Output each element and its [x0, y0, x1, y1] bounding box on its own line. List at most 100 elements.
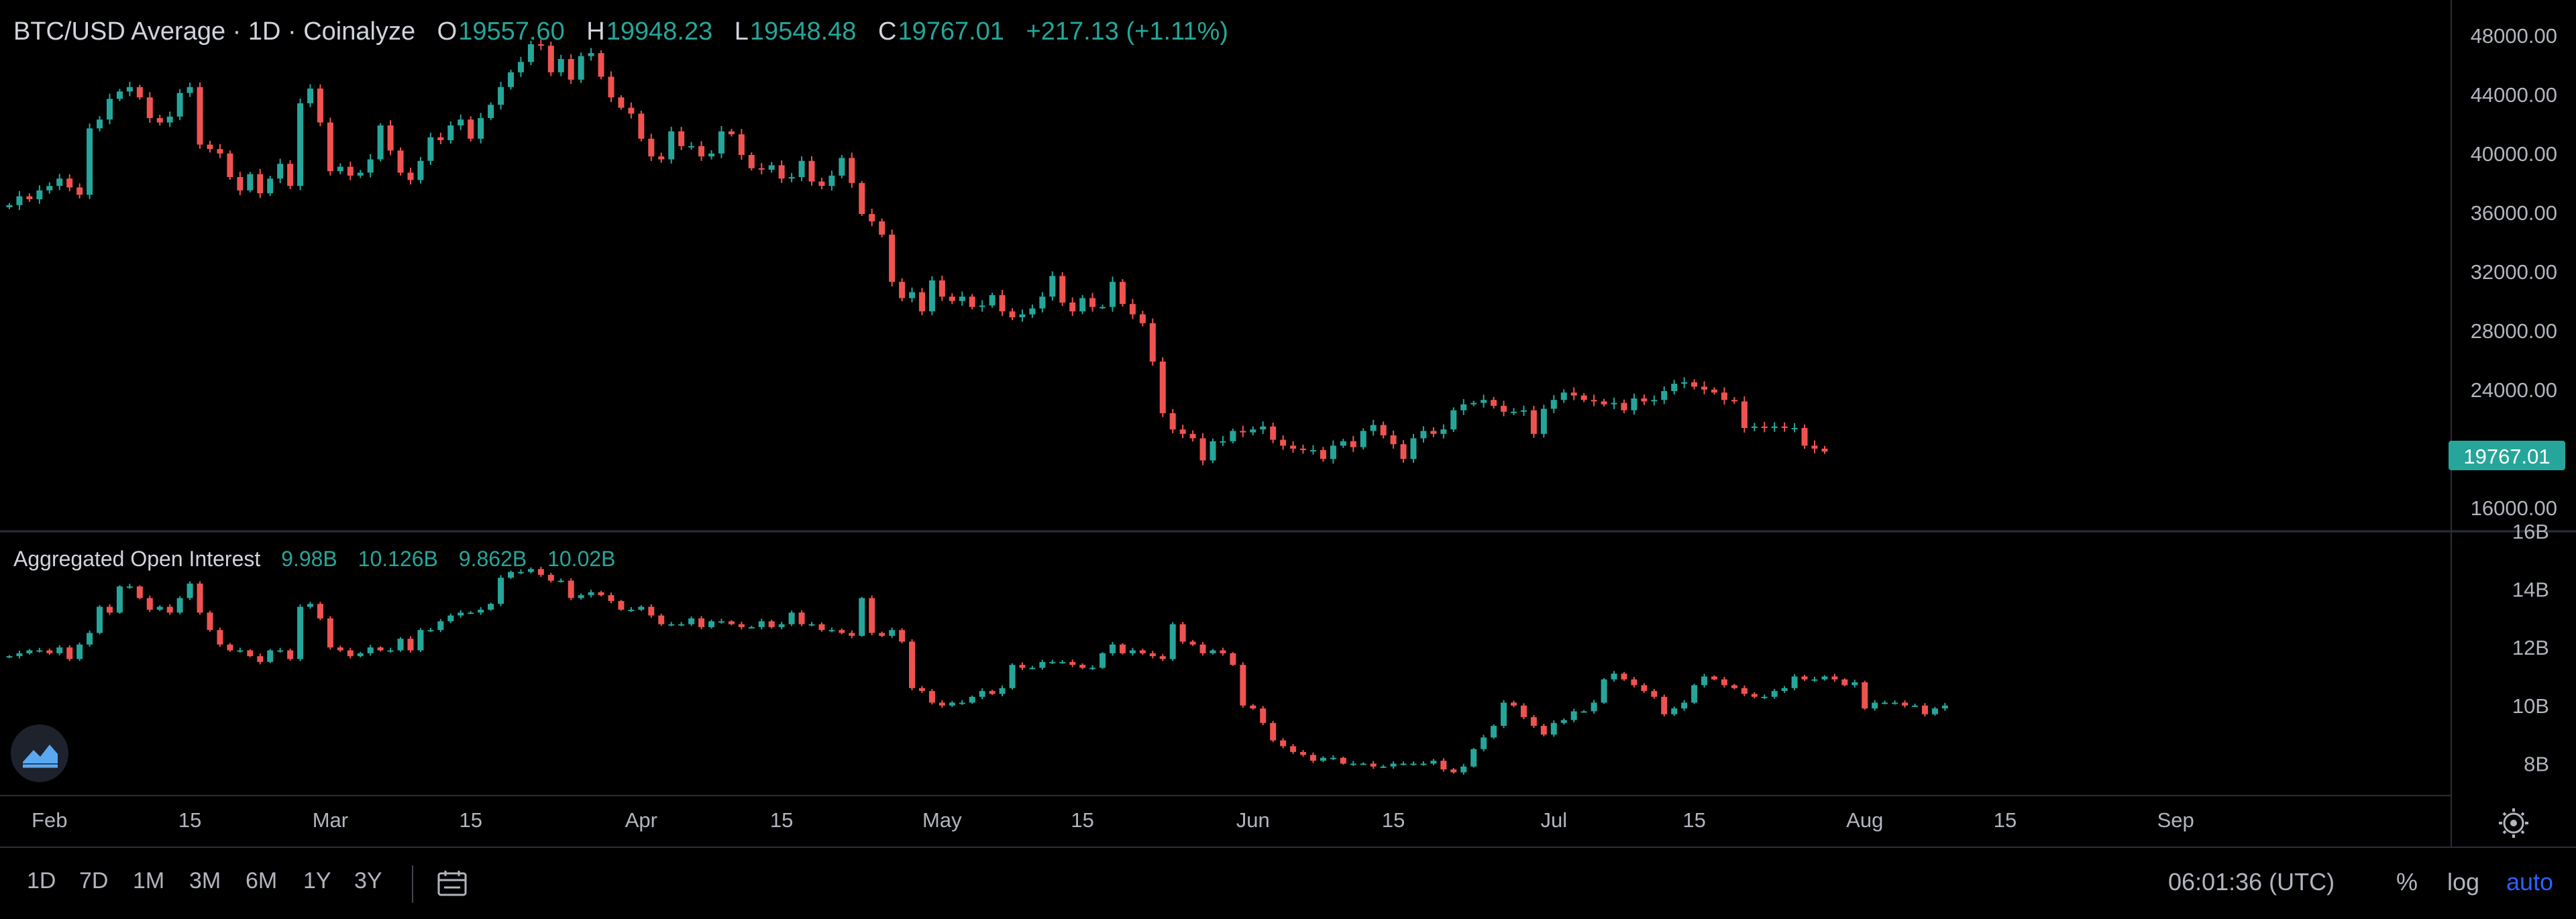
- price-candle: [989, 292, 996, 308]
- price-candle: [207, 140, 213, 153]
- price-candle: [1481, 394, 1487, 408]
- oi-candle: [678, 622, 685, 627]
- price-candle: [46, 182, 53, 194]
- chart-canvas[interactable]: 48000.00 44000.00 40000.00 36000.00 32000.00…: [0, 0, 2576, 847]
- oi-candle: [1470, 748, 1477, 768]
- price-candle: [1591, 394, 1597, 407]
- oi-candle: [628, 606, 635, 612]
- price-candle: [568, 54, 574, 85]
- price-candle: [537, 39, 544, 50]
- oi-candle: [447, 613, 454, 623]
- price-candle: [156, 115, 163, 125]
- oi-candle: [186, 581, 193, 600]
- timeframe-1y[interactable]: 1Y: [303, 868, 331, 894]
- oi-candle: [227, 643, 233, 652]
- timeframe-3y[interactable]: 3Y: [354, 868, 382, 894]
- oi-candle: [889, 627, 896, 639]
- price-candle: [1520, 405, 1527, 417]
- oi-tick-label: 10B: [2512, 694, 2549, 718]
- price-candle: [1240, 425, 1246, 437]
- oi-tick-label: 12B: [2512, 636, 2549, 659]
- price-tick-label: 28000.00: [2471, 319, 2557, 343]
- price-candle: [1189, 430, 1196, 442]
- oi-candle: [6, 655, 13, 659]
- oi-candle: [849, 630, 855, 639]
- price-candle: [728, 129, 735, 137]
- oi-candle: [517, 569, 524, 575]
- change-value: +217.13 (+1.11%): [1026, 17, 1228, 46]
- oi-candle: [387, 647, 394, 653]
- oi-candle: [347, 647, 354, 659]
- price-candle: [1410, 433, 1417, 464]
- price-candle: [547, 41, 554, 76]
- oi-candle: [918, 686, 925, 694]
- oi-candle: [1731, 684, 1737, 690]
- price-candle: [1430, 427, 1437, 437]
- oi-candle: [207, 610, 213, 632]
- price-candle: [959, 291, 965, 306]
- price-candle: [327, 117, 333, 176]
- oi-candle: [899, 628, 906, 643]
- timeframe-3m[interactable]: 3M: [189, 868, 221, 894]
- price-candle: [1781, 422, 1788, 432]
- oi-candle: [1661, 694, 1668, 716]
- price-candle: [1681, 377, 1688, 388]
- oi-candle: [608, 592, 614, 604]
- oi-candle: [658, 613, 665, 627]
- price-candle: [407, 167, 414, 185]
- log-scale-button[interactable]: log: [2447, 868, 2480, 896]
- price-candle: [1340, 439, 1346, 448]
- price-candle: [297, 98, 304, 191]
- oi-candle: [1801, 674, 1808, 682]
- price-candles: [6, 39, 1828, 466]
- timeframe-1m[interactable]: 1M: [133, 868, 165, 894]
- calendar-range-icon[interactable]: [436, 869, 470, 899]
- timeframe-6m[interactable]: 6M: [246, 868, 278, 894]
- price-candle: [909, 287, 915, 303]
- price-candle: [347, 161, 354, 180]
- oi-candle: [1069, 659, 1076, 667]
- timeframe-7d[interactable]: 7D: [79, 868, 109, 894]
- price-candle: [1210, 438, 1216, 464]
- oi-candle: [1430, 759, 1437, 765]
- oi-candle: [1550, 720, 1557, 737]
- symbol-title[interactable]: BTC/USD Average · 1D · Coinalyze: [13, 17, 416, 46]
- price-candle: [26, 193, 33, 202]
- price-candle: [658, 152, 665, 163]
- price-candle: [1029, 304, 1036, 318]
- price-candle: [1400, 440, 1407, 463]
- price-candle: [146, 92, 153, 123]
- price-candle: [447, 121, 454, 144]
- oi-candle: [598, 590, 604, 597]
- price-candle: [417, 157, 424, 184]
- oi-candle: [1290, 744, 1297, 755]
- price-candle: [1731, 396, 1737, 404]
- price-candle: [66, 174, 73, 192]
- oi-candle: [1862, 680, 1868, 710]
- oi-candle: [1460, 763, 1467, 775]
- price-candle: [1530, 406, 1537, 438]
- oi-candle: [146, 595, 153, 612]
- percent-scale-button[interactable]: %: [2396, 868, 2418, 896]
- time-tick-label: Mar: [313, 808, 348, 832]
- price-candle: [608, 71, 614, 103]
- oi-title[interactable]: Aggregated Open Interest: [13, 547, 261, 571]
- price-candle: [1511, 408, 1517, 415]
- oi-legend: Aggregated Open Interest 9.98B 10.126B 9…: [13, 547, 631, 572]
- oi-candle: [87, 630, 93, 647]
- oi-candle: [1781, 686, 1788, 693]
- timeframe-1d[interactable]: 1D: [27, 868, 56, 894]
- gear-icon[interactable]: [2499, 808, 2528, 838]
- oi-candle: [698, 616, 705, 630]
- oi-candle: [1791, 673, 1798, 691]
- oi-candle: [197, 581, 203, 615]
- auto-scale-button[interactable]: auto: [2506, 868, 2554, 896]
- price-candle: [1721, 387, 1727, 405]
- oi-candle: [1119, 643, 1126, 655]
- coinalyze-logo-icon[interactable]: [11, 724, 68, 782]
- price-candle: [578, 52, 584, 83]
- utc-clock[interactable]: 06:01:36 (UTC): [2168, 868, 2335, 896]
- price-candle: [818, 178, 825, 190]
- price-candle: [337, 163, 343, 174]
- price-candle: [367, 154, 374, 178]
